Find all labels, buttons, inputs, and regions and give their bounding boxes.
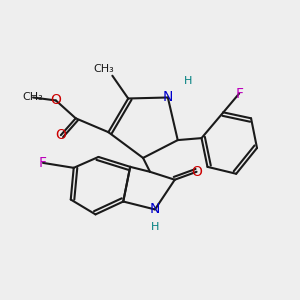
Text: H: H	[184, 76, 192, 85]
Text: N: N	[163, 91, 173, 104]
Text: O: O	[191, 165, 202, 179]
Text: F: F	[235, 86, 243, 100]
Text: CH₃: CH₃	[93, 64, 114, 74]
Text: O: O	[50, 94, 61, 107]
Text: F: F	[39, 156, 47, 170]
Text: N: N	[150, 202, 160, 216]
Text: H: H	[151, 222, 159, 232]
Text: CH₃: CH₃	[23, 92, 44, 103]
Text: O: O	[56, 128, 66, 142]
